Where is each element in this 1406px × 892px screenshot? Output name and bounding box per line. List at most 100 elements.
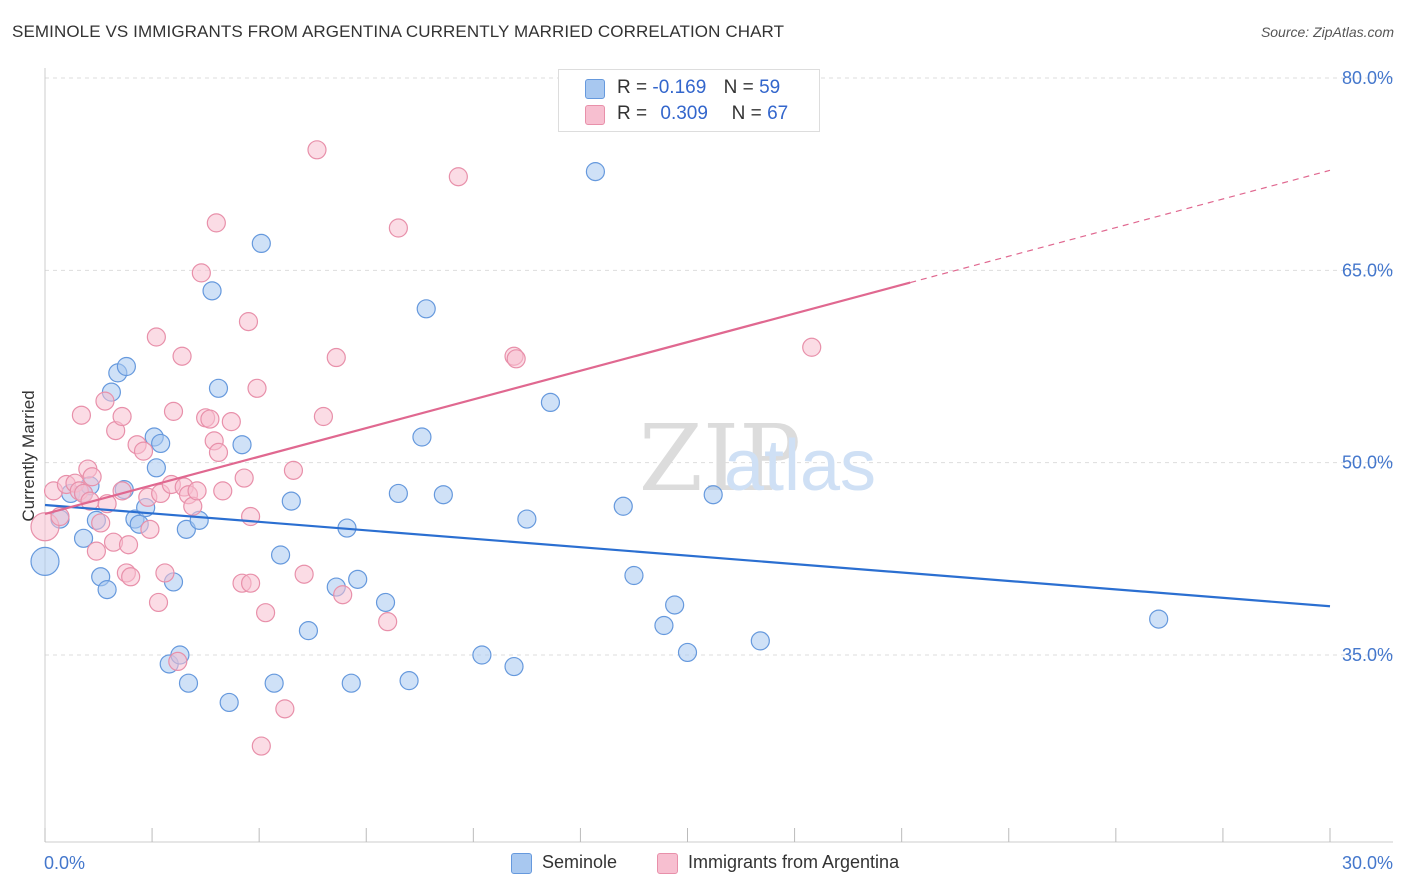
seminole-point xyxy=(73,528,94,548)
seminole-point xyxy=(613,496,633,516)
argentina-point xyxy=(133,441,154,461)
seminole-point xyxy=(232,435,252,455)
seminole-point xyxy=(298,621,319,641)
seminole-point xyxy=(517,509,537,529)
argentina-point xyxy=(172,346,192,366)
argentina-point xyxy=(247,378,267,398)
seminole-point xyxy=(281,491,301,511)
argentina-point xyxy=(388,218,408,238)
seminole-point xyxy=(433,485,453,505)
seminole-point xyxy=(399,671,419,691)
argentina-point xyxy=(326,347,346,368)
argentina-point xyxy=(448,167,468,187)
legend-n-label: N = xyxy=(731,103,762,124)
seminole-point xyxy=(1149,609,1169,629)
legend-r-label: R = xyxy=(617,77,648,98)
argentina-point xyxy=(187,481,207,501)
argentina-trend-line xyxy=(44,281,911,516)
seminole-point xyxy=(151,433,171,454)
argentina-point xyxy=(140,519,160,539)
seminole-point xyxy=(540,392,561,413)
seminole-point xyxy=(624,565,644,586)
argentina-point xyxy=(95,391,115,411)
argentina-point xyxy=(275,699,295,719)
seminole-point xyxy=(750,631,770,651)
source-note: Source: ZipAtlas.com xyxy=(1260,24,1394,40)
argentina-point xyxy=(208,442,229,463)
argentina-point xyxy=(283,460,304,480)
seminole-point xyxy=(219,692,239,713)
seminole-point xyxy=(146,458,166,478)
argentina-point xyxy=(146,327,166,347)
grid-lines xyxy=(45,77,1393,656)
argentina-point xyxy=(71,405,92,425)
argentina-point xyxy=(82,467,102,487)
argentina-swatch xyxy=(585,105,605,125)
argentina-point xyxy=(234,468,254,488)
argentina-point xyxy=(294,564,314,584)
argentina-point xyxy=(333,585,353,605)
argentina-point xyxy=(238,312,259,332)
argentina-point xyxy=(378,612,398,632)
argentina-point xyxy=(241,506,261,527)
seminole-point xyxy=(202,281,222,301)
argentina-point xyxy=(251,736,271,756)
argentina-point xyxy=(118,535,139,555)
seminole-point xyxy=(208,378,229,398)
argentina-point xyxy=(121,567,141,587)
watermark-atlas: atlas xyxy=(724,426,876,506)
argentina-point xyxy=(148,592,169,613)
seminole-point xyxy=(178,673,199,693)
argentina-point xyxy=(112,406,132,427)
seminole-point xyxy=(270,545,291,565)
seminole-point xyxy=(585,162,606,182)
data-points xyxy=(30,140,1169,756)
axes xyxy=(44,68,1393,843)
seminole-point xyxy=(251,233,271,254)
argentina-legend-label: Immigrants from Argentina xyxy=(688,852,900,872)
seminole-swatch xyxy=(585,79,605,99)
seminole-point xyxy=(264,673,284,693)
argentina-point xyxy=(155,563,175,583)
seminole-legend-label: Seminole xyxy=(542,852,618,872)
argentina-point xyxy=(206,213,226,233)
argentina-point xyxy=(506,349,526,369)
argentina-point xyxy=(191,263,211,283)
argentina-trend-extension xyxy=(910,169,1331,284)
seminole-point xyxy=(416,299,436,319)
seminole-point xyxy=(116,356,136,377)
legend-n-label: N = xyxy=(723,77,754,98)
argentina-legend-swatch xyxy=(657,853,678,874)
y-tick-label: 80.0% xyxy=(1342,68,1393,88)
argentina-point xyxy=(802,337,822,357)
legend-n-value: 59 xyxy=(759,77,781,98)
seminole-point xyxy=(665,595,685,615)
tick-labels: 35.0% 50.0% 65.0% 80.0% 0.0% 30.0% xyxy=(44,68,1393,873)
stats-legend: R = -0.169 N = 59 R = 0.309 N = 67 xyxy=(558,69,820,132)
seminole-point xyxy=(97,580,117,600)
legend-n-value: 67 xyxy=(767,103,789,124)
chart-title: SEMINOLE VS IMMIGRANTS FROM ARGENTINA CU… xyxy=(12,22,785,41)
x-tick-label: 30.0% xyxy=(1342,853,1393,873)
y-tick-label: 35.0% xyxy=(1342,645,1393,665)
argentina-point xyxy=(86,541,107,561)
argentina-point xyxy=(168,651,188,672)
argentina-point xyxy=(255,603,276,623)
x-tick-label: 0.0% xyxy=(44,853,85,873)
y-tick-label: 50.0% xyxy=(1342,453,1393,473)
seminole-point xyxy=(30,546,60,576)
seminole-point xyxy=(677,642,698,663)
seminole-point xyxy=(388,483,408,504)
seminole-point xyxy=(654,615,674,636)
seminole-legend-swatch xyxy=(511,853,532,874)
seminole-point xyxy=(341,673,361,693)
argentina-point xyxy=(221,412,241,432)
seminole-point xyxy=(504,656,524,677)
y-axis-label: Currently Married xyxy=(19,390,38,521)
argentina-point xyxy=(313,406,334,427)
seminole-point xyxy=(703,485,723,505)
trend-lines xyxy=(44,169,1331,608)
y-tick-label: 65.0% xyxy=(1342,260,1393,280)
seminole-point xyxy=(472,645,492,665)
